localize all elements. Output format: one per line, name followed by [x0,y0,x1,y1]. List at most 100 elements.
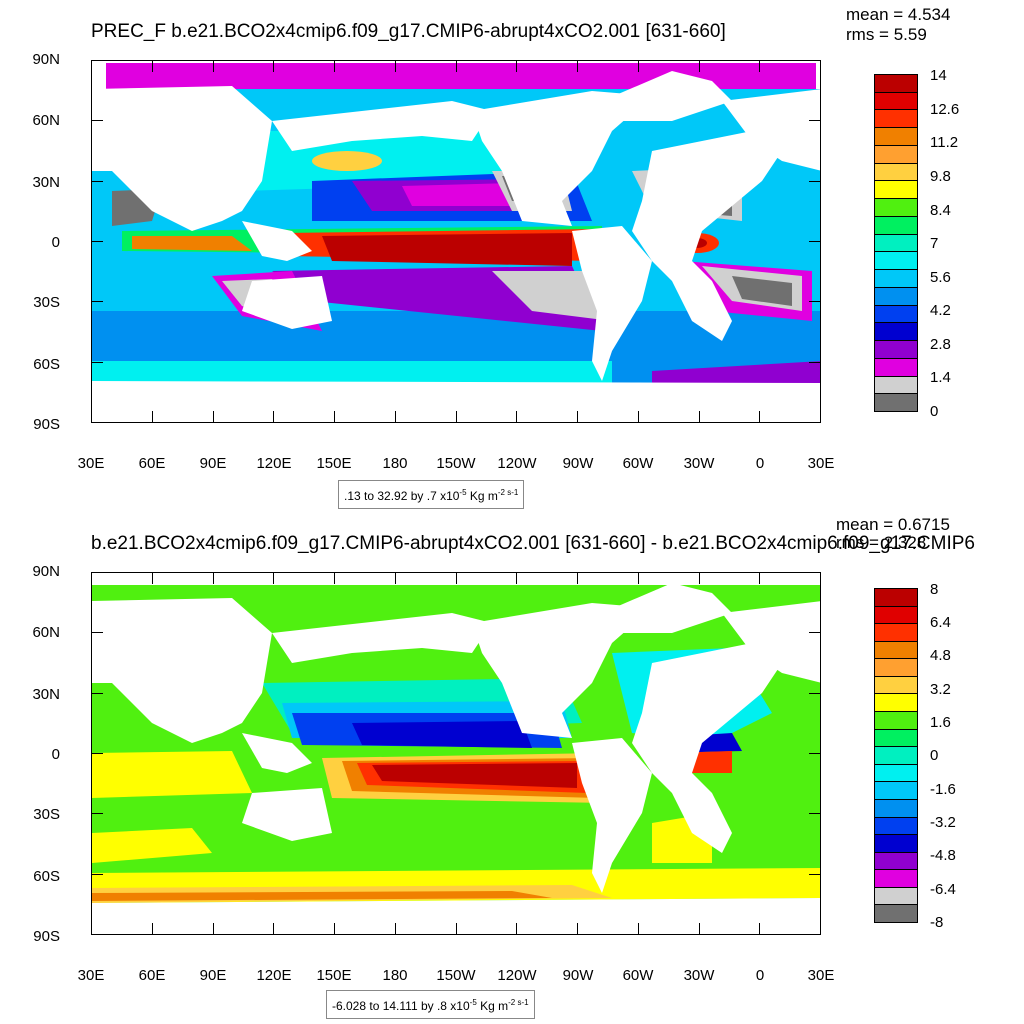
lon-label: 150W [436,967,476,984]
axis-tick [334,572,335,584]
axis-tick [809,60,821,61]
axis-tick [91,753,103,754]
rms-value: rms = 5.59 [846,25,927,44]
colorbar-label: 1.4 [930,369,951,386]
axis-tick [212,411,214,423]
axis-tick [577,572,578,584]
lon-label: 30W [683,967,715,984]
axis-tick [809,301,821,303]
axis-tick [820,572,821,584]
colorbar-swatch [874,798,918,818]
axis-tick [809,632,821,634]
lat-label: 0 [51,234,60,251]
contour-range-label: .13 to 32.92 by .7 x10-5 Kg m-2 s-1 [338,480,525,509]
colorbar-label: -6.4 [930,881,956,898]
axis-tick [91,813,103,815]
lon-label: 150E [316,967,352,984]
colorbar [874,74,918,412]
axis-tick [577,60,578,72]
colorbar-swatch [874,180,918,200]
colorbar-swatch [874,588,918,607]
axis-tick [759,60,761,72]
map-plot [91,572,821,935]
colorbar-label: 9.8 [930,168,951,185]
lon-label: 180 [382,455,408,472]
axis-tick [212,923,214,935]
colorbar-swatch [874,763,918,783]
axis-tick [820,923,821,935]
axis-tick [809,422,821,423]
axis-tick [151,411,153,423]
map-title: b.e21.BCO2x4cmip6.f09_g17.CMIP6-abrupt4x… [91,533,976,554]
lon-label: 120E [256,967,292,984]
map-title: PREC_F b.e21.BCO2x4cmip6.f09_g17.CMIP6-a… [91,21,726,42]
difference-map [92,573,820,934]
axis-tick [394,60,396,72]
colorbar-label: 0 [930,403,939,420]
axis-tick [809,120,821,122]
lon-label: 90W [562,967,594,984]
axis-tick [273,572,275,584]
axis-tick [759,411,761,423]
axis-tick [91,180,103,182]
lat-label: 60N [32,112,60,129]
axis-tick [637,923,639,935]
lat-label: 90N [32,563,60,580]
lon-label: 150W [436,455,476,472]
lon-label: 30W [683,455,715,472]
axis-tick [809,180,821,182]
lat-label: 30N [32,686,60,703]
lat-label: 90N [32,51,60,68]
axis-tick [91,301,103,303]
axis-tick [334,923,335,935]
colorbar-label: 6.4 [930,614,951,631]
axis-tick [516,411,518,423]
axis-tick [455,572,457,584]
colorbar-swatch [874,746,918,765]
axis-tick [394,572,396,584]
axis-tick [698,411,700,423]
axis-tick [809,692,821,694]
axis-tick [394,923,396,935]
axis-tick [91,422,103,423]
axis-tick [273,60,275,72]
colorbar-swatch [874,886,918,906]
panel-bottom: b.e21.BCO2x4cmip6.f09_g17.CMIP6-abrupt4x… [0,512,1024,1024]
colorbar-label: 4.2 [930,302,951,319]
axis-tick [91,934,103,935]
colorbar-label: 0 [930,747,939,764]
colorbar-swatch [874,251,918,271]
colorbar-swatch [874,74,918,93]
colorbar-swatch [874,215,918,235]
colorbar-swatch [874,109,918,129]
axis-tick [455,411,457,423]
colorbar-label: 1.6 [930,714,951,731]
axis-tick [91,241,103,242]
lon-label: 60E [138,455,166,472]
colorbar-swatch [874,711,918,730]
lon-label: 30E [807,967,835,984]
axis-tick [809,753,821,754]
lon-label: 120E [256,455,292,472]
lat-label: 30N [32,174,60,191]
lat-label: 60N [32,624,60,641]
lon-label: 120W [497,967,537,984]
lat-label: 90S [33,416,60,433]
axis-tick [151,923,153,935]
colorbar-label: 11.2 [930,134,959,151]
colorbar-label: -8 [930,914,944,931]
axis-tick [273,411,275,423]
colorbar-swatch [874,144,918,164]
axis-tick [91,361,103,363]
lon-label: 60W [622,455,654,472]
lat-label: 60S [33,868,60,885]
colorbar-swatch [874,375,918,395]
axis-tick [91,60,92,72]
axis-tick [577,923,578,935]
lon-label: 90E [199,455,227,472]
lon-label: 30E [77,967,105,984]
axis-tick [820,411,821,423]
colorbar-label: 12.6 [930,101,960,118]
colorbar-label: 3.2 [930,681,951,698]
mean-value: mean = 0.6715 [836,515,950,534]
